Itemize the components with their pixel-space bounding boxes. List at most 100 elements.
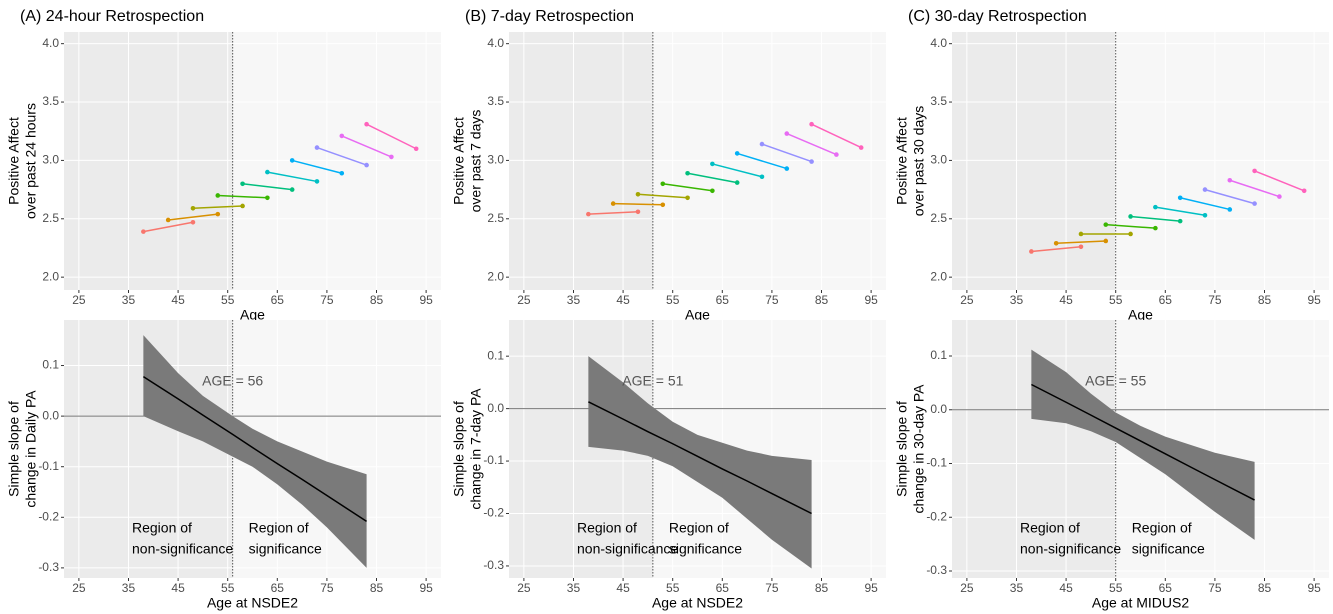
segment-line <box>1254 170 1305 192</box>
x-tick-label: 75 <box>765 581 779 595</box>
x-tick-label: 65 <box>271 293 285 307</box>
point <box>339 170 345 176</box>
panel-title: (B) 7-day Retrospection <box>465 8 634 25</box>
point <box>1177 218 1183 224</box>
x-axis-label: Age <box>240 307 265 323</box>
y-tick-label: -0.2 <box>926 509 947 523</box>
x-tick-label: 45 <box>616 581 630 595</box>
x-tick-label: 65 <box>1159 581 1173 595</box>
point <box>660 181 666 187</box>
annotation: AGE = 56 <box>202 373 263 389</box>
point <box>660 202 666 208</box>
y-tick-label: 0.0 <box>42 408 59 422</box>
x-tick-label: 25 <box>960 581 974 595</box>
y-axis-label: over past 7 days <box>468 110 484 213</box>
y-tick-label: -0.1 <box>38 459 59 473</box>
point <box>1252 168 1257 174</box>
point <box>610 201 616 206</box>
segment-line <box>1204 188 1255 205</box>
point <box>734 151 740 156</box>
point <box>635 209 641 215</box>
point <box>141 229 146 234</box>
point <box>809 159 814 164</box>
slope-line <box>1031 383 1255 501</box>
annotation: AGE = 51 <box>622 373 683 389</box>
y-axis-label: Positive Affect <box>894 117 910 205</box>
point <box>710 188 715 194</box>
x-tick-label: 65 <box>716 581 730 595</box>
segment-line <box>712 163 763 178</box>
panel-title: (A) 24-hour Retrospection <box>20 8 204 25</box>
point <box>339 133 345 139</box>
x-tick-label: 35 <box>122 581 136 595</box>
confidence-band <box>143 335 367 568</box>
segment-line <box>192 205 243 210</box>
point <box>215 193 221 198</box>
point <box>240 181 245 187</box>
point <box>710 161 715 167</box>
y-tick-label: 2.0 <box>487 269 504 283</box>
point <box>1227 207 1233 212</box>
segment-line <box>761 143 812 163</box>
panel-title: (C) 30-day Retrospection <box>908 8 1087 25</box>
x-tick-label: 95 <box>864 581 878 595</box>
y-tick-label: 2.5 <box>487 211 504 225</box>
point <box>1153 204 1158 210</box>
x-axis-label: Age <box>1128 307 1153 323</box>
point <box>314 145 320 150</box>
point <box>858 145 864 150</box>
point <box>809 121 814 127</box>
region-label: non-significance <box>577 541 678 557</box>
x-tick-label: 55 <box>221 293 235 307</box>
x-tick-label: 75 <box>765 293 779 307</box>
y-tick-label: 2.5 <box>42 211 59 225</box>
x-tick-label: 25 <box>517 293 531 307</box>
x-tick-label: 65 <box>271 581 285 595</box>
y-tick-label: 2.0 <box>42 269 59 283</box>
point <box>413 146 419 152</box>
point <box>215 211 221 217</box>
point <box>1277 194 1282 199</box>
point <box>635 191 641 197</box>
segment-line <box>1056 240 1106 245</box>
region-label: Region of <box>577 520 637 536</box>
x-tick-label: 25 <box>72 581 86 595</box>
confidence-band <box>1031 349 1255 540</box>
segment-line <box>637 193 688 199</box>
region-label: Region of <box>669 520 729 536</box>
y-tick-label: 0.1 <box>42 358 59 372</box>
segment-line <box>1180 197 1230 211</box>
region-label: significance <box>249 541 322 557</box>
point <box>784 166 790 171</box>
y-tick-label: 0.0 <box>930 402 947 416</box>
x-tick-label: 65 <box>716 293 730 307</box>
y-tick-label: 4.0 <box>42 36 59 50</box>
y-tick-label: -0.1 <box>926 456 947 470</box>
annotation: AGE = 55 <box>1085 373 1146 389</box>
y-axis-label: Positive Affect <box>451 117 467 205</box>
point <box>265 169 270 175</box>
region-label: non-significance <box>1020 541 1121 557</box>
x-axis-label: Age at NSDE2 <box>207 595 298 611</box>
x-tick-label: 75 <box>320 581 334 595</box>
confidence-band <box>588 356 812 569</box>
point <box>586 211 591 217</box>
y-axis-label: Simple slope of <box>451 401 467 497</box>
point <box>759 174 765 180</box>
point <box>1202 212 1208 218</box>
y-tick-label: -0.3 <box>483 558 504 572</box>
y-tick-label: -0.1 <box>483 453 504 467</box>
segment-line <box>291 159 342 174</box>
point <box>190 219 196 225</box>
point <box>734 180 740 185</box>
point <box>1078 244 1084 250</box>
y-tick-label: 2.5 <box>930 211 947 225</box>
segment-line <box>662 183 713 192</box>
x-tick-label: 85 <box>1258 581 1272 595</box>
x-tick-label: 85 <box>1258 293 1272 307</box>
point <box>1103 238 1109 244</box>
region-label: non-significance <box>132 541 233 557</box>
x-tick-label: 85 <box>815 581 829 595</box>
